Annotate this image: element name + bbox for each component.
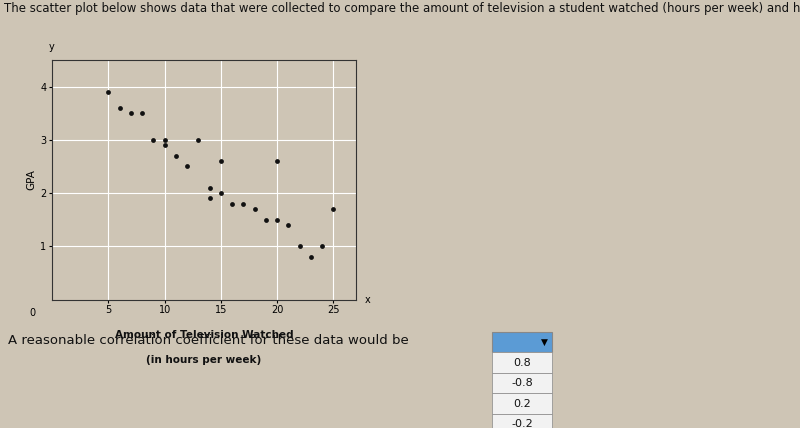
- Point: [327, 205, 340, 212]
- Point: [316, 243, 329, 250]
- Point: [226, 200, 238, 207]
- Point: [214, 190, 227, 196]
- Point: [181, 163, 194, 170]
- Point: [270, 216, 283, 223]
- Point: [203, 184, 216, 191]
- Point: [102, 89, 114, 95]
- Text: 0.2: 0.2: [513, 398, 531, 409]
- Y-axis label: GPA: GPA: [26, 169, 36, 190]
- Text: -0.2: -0.2: [511, 419, 533, 428]
- Point: [248, 205, 261, 212]
- Point: [170, 152, 182, 159]
- Point: [203, 195, 216, 202]
- Text: 0: 0: [29, 308, 35, 318]
- Point: [294, 243, 306, 250]
- Text: A reasonable correlation coefficient for these data would be: A reasonable correlation coefficient for…: [8, 334, 409, 347]
- Point: [259, 216, 272, 223]
- Text: x: x: [365, 294, 370, 305]
- Point: [113, 104, 126, 111]
- Point: [214, 158, 227, 164]
- Point: [305, 253, 318, 260]
- Point: [192, 137, 205, 143]
- Point: [125, 110, 138, 116]
- Point: [270, 158, 283, 164]
- Point: [147, 137, 160, 143]
- Point: [282, 222, 295, 229]
- Text: Amount of Television Watched: Amount of Television Watched: [114, 330, 294, 339]
- Text: 0.8: 0.8: [513, 357, 531, 368]
- Text: ▼: ▼: [541, 337, 547, 347]
- Point: [158, 137, 171, 143]
- Point: [237, 200, 250, 207]
- Text: y: y: [49, 42, 55, 52]
- Text: -0.8: -0.8: [511, 378, 533, 388]
- Text: The scatter plot below shows data that were collected to compare the amount of t: The scatter plot below shows data that w…: [4, 2, 800, 15]
- Point: [158, 142, 171, 149]
- Text: (in hours per week): (in hours per week): [146, 355, 262, 365]
- Point: [136, 110, 149, 116]
